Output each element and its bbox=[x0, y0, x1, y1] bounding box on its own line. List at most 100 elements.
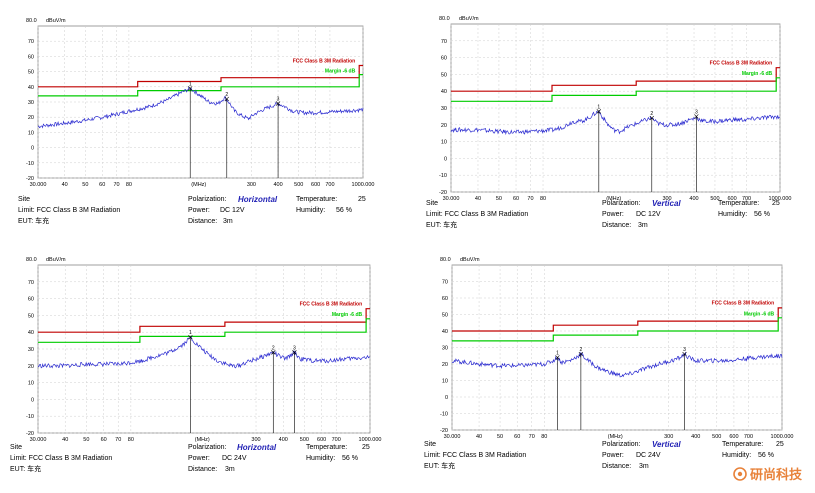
x-tick-label: 80 bbox=[541, 434, 547, 440]
y-tick-label: 0 bbox=[444, 156, 447, 162]
x-tick-label: 70 bbox=[113, 182, 119, 188]
y-tick-label: 70 bbox=[441, 39, 447, 45]
power-value: DC 12V bbox=[220, 207, 245, 214]
x-tick-label: 30.000 bbox=[444, 434, 461, 440]
eut-label: EUT: 车充 bbox=[18, 218, 50, 225]
distance-value: 3m bbox=[639, 463, 649, 470]
limit-line bbox=[38, 64, 363, 88]
x-tick-label: 30.000 bbox=[30, 437, 47, 443]
y-tick-label: 70 bbox=[28, 39, 34, 45]
x-tick-label: 80 bbox=[128, 437, 134, 443]
x-tick-label: 40 bbox=[62, 182, 68, 188]
y-tick-label: -10 bbox=[26, 414, 34, 420]
marker-label: 3 bbox=[293, 345, 296, 351]
marker-label: 2 bbox=[650, 111, 653, 117]
y-tick-label: 10 bbox=[442, 379, 448, 385]
x-tick-label: 700 bbox=[332, 437, 341, 443]
x-tick-label: 60 bbox=[514, 434, 520, 440]
x-tick-label: 400 bbox=[279, 437, 288, 443]
distance-value: 3m bbox=[638, 222, 648, 229]
y-tick-label: 50 bbox=[28, 70, 34, 76]
x-tick-label: 60 bbox=[99, 182, 105, 188]
x-tick-label: 60 bbox=[101, 437, 107, 443]
marker-point bbox=[292, 350, 297, 355]
x-tick-label: 50 bbox=[497, 434, 503, 440]
chart-svg-4: 70 60 50 40 30 20 10 0 -10 -20 80.0 dBuV/m 30.000 40 5… bbox=[440, 257, 793, 440]
y-axis-label: dBuV/m bbox=[459, 16, 479, 22]
humidity-value: 56 % bbox=[754, 211, 770, 218]
x-tick-label: 70 bbox=[527, 196, 533, 202]
margin-legend: Margin -6 dB bbox=[332, 312, 363, 318]
limit-line bbox=[451, 67, 780, 92]
x-tick-label: 70 bbox=[115, 437, 121, 443]
x-unit-label: (MHz) bbox=[606, 196, 621, 202]
y-tick-label: 40 bbox=[28, 330, 34, 336]
info-block-1: Site Limit: FCC Class B 3M Radiation EUT… bbox=[18, 194, 378, 234]
distance-value: 3m bbox=[225, 466, 235, 473]
x-tick-label: 500 bbox=[300, 437, 309, 443]
polarization-label: Polarization: bbox=[602, 200, 641, 207]
x-unit-label: (MHz) bbox=[195, 437, 210, 443]
y-axis-label: dBuV/m bbox=[460, 257, 480, 263]
marker-point bbox=[555, 355, 560, 360]
marker-point bbox=[271, 350, 276, 355]
y-tick-label: -20 bbox=[439, 190, 447, 196]
y-tick-label: -20 bbox=[26, 176, 34, 182]
polarization-label: Polarization: bbox=[602, 441, 641, 448]
humidity-label: Humidity: bbox=[722, 452, 752, 459]
y-tick-label: 0 bbox=[31, 397, 34, 403]
temperature-value: 25 bbox=[362, 444, 370, 451]
marker-label: 2 bbox=[579, 347, 582, 353]
chart-panel-1: 70 60 50 40 30 20 10 0 -10 -20 80.0 dBuV/m 30.000 40 5… bbox=[8, 10, 378, 230]
x-tick-label: 1000.000 bbox=[359, 437, 382, 443]
temperature-value: 25 bbox=[358, 196, 366, 203]
margin-line bbox=[38, 74, 363, 97]
y-tick-label: 60 bbox=[442, 296, 448, 302]
x-tick-label: 50 bbox=[83, 437, 89, 443]
y-tick-label: 10 bbox=[441, 140, 447, 146]
marker-label: 2 bbox=[272, 345, 275, 351]
polarization-label: Polarization: bbox=[188, 196, 227, 203]
x-tick-label: 600 bbox=[311, 182, 320, 188]
limit-legend: FCC Class B 3M Radiation bbox=[300, 301, 363, 307]
chart-panel-4: 70 60 50 40 30 20 10 0 -10 -20 80.0 dBuV/m 30.000 40 5… bbox=[420, 249, 800, 474]
x-tick-label: 300 bbox=[247, 182, 256, 188]
marker-point bbox=[187, 86, 193, 91]
y-top-label: 80.0 bbox=[440, 257, 451, 263]
limit-label: Limit: FCC Class B 3M Radiation bbox=[10, 455, 113, 462]
limit-legend: FCC Class B 3M Radiation bbox=[710, 60, 773, 66]
marker-label: 1 bbox=[597, 104, 600, 110]
temperature-value: 25 bbox=[772, 200, 780, 207]
y-axis-label: dBuV/m bbox=[46, 18, 66, 24]
x-tick-label: 80 bbox=[540, 196, 546, 202]
chart-panel-3: 70 60 50 40 30 20 10 0 -10 -20 80.0 dBuV/m 30.000 40 5… bbox=[8, 249, 381, 474]
power-label: Power: bbox=[188, 455, 210, 462]
x-tick-label: 700 bbox=[744, 434, 753, 440]
marker-point bbox=[188, 335, 193, 340]
temperature-label: Temperature: bbox=[296, 196, 338, 203]
x-tick-label: 70 bbox=[529, 434, 535, 440]
limit-label: Limit: FCC Class B 3M Radiation bbox=[424, 452, 527, 459]
temperature-label: Temperature: bbox=[722, 441, 764, 448]
site-label: Site bbox=[424, 441, 437, 448]
marker-label: 1 bbox=[189, 330, 192, 336]
y-tick-label: -10 bbox=[26, 161, 34, 167]
x-tick-label: 300 bbox=[251, 437, 260, 443]
y-top-label: 80.0 bbox=[26, 18, 37, 24]
measurement-trace bbox=[450, 110, 780, 136]
power-label: Power: bbox=[602, 211, 624, 218]
power-label: Power: bbox=[602, 452, 624, 459]
distance-value: 3m bbox=[223, 218, 233, 225]
x-unit-label: (MHz) bbox=[191, 182, 206, 188]
y-tick-label: 50 bbox=[441, 72, 447, 78]
y-tick-label: 20 bbox=[28, 364, 34, 370]
info-block-3: Site Limit: FCC Class B 3M Radiation EUT… bbox=[10, 442, 370, 482]
y-tick-label: -20 bbox=[26, 431, 34, 437]
y-tick-label: -10 bbox=[439, 173, 447, 179]
y-tick-label: 20 bbox=[441, 123, 447, 129]
x-tick-label: 400 bbox=[689, 196, 698, 202]
watermark: 研尚科技 bbox=[733, 464, 802, 483]
polarization-value: Vertical bbox=[652, 440, 681, 449]
x-unit-label: (MHz) bbox=[608, 434, 623, 440]
humidity-value: 56 % bbox=[758, 452, 774, 459]
